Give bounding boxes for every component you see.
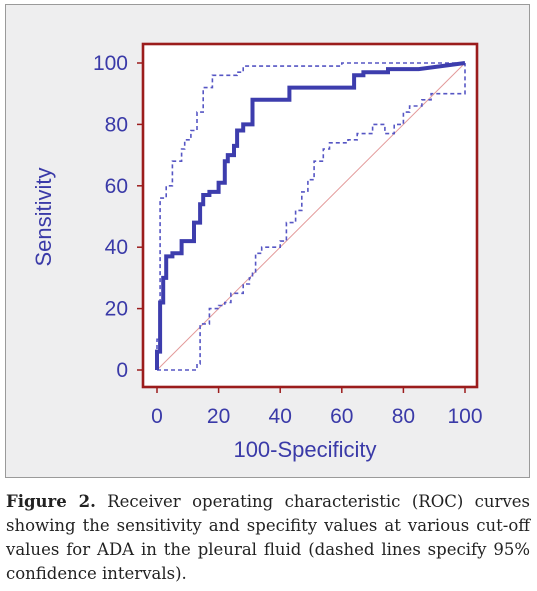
y-tick-label: 100 [93, 52, 128, 75]
roc-figure-panel: 0 20 40 60 80 100 0 20 40 60 80 100 100-Specificity… [5, 4, 530, 478]
x-tick-label: 20 [207, 405, 230, 428]
x-tick-label: 80 [392, 405, 415, 428]
ci-upper-line [156, 62, 465, 370]
caption-label: Figure 2. [6, 492, 96, 511]
caption-text: Receiver operating characteristic (ROC) … [6, 492, 530, 583]
y-axis-title: Sensitivity [31, 167, 56, 266]
reference-diagonal-line [156, 62, 466, 371]
y-tick-label: 60 [105, 175, 128, 198]
ci-lower-line [157, 63, 466, 371]
roc-curve-line [155, 61, 466, 370]
x-tick-label: 0 [151, 405, 163, 428]
y-tick-label: 80 [105, 113, 128, 136]
y-tick-label: 20 [105, 298, 128, 321]
plot-area [143, 44, 477, 387]
roc-chart: 0 20 40 60 80 100 0 20 40 60 80 100 100-Specificity… [31, 42, 483, 462]
series-layer [155, 61, 466, 371]
y-tick-label: 0 [116, 359, 128, 382]
y-tick-label: 40 [105, 236, 128, 259]
x-tick-label: 100 [447, 405, 482, 428]
plot-frame [141, 42, 479, 389]
x-tick-label: 60 [330, 405, 353, 428]
x-axis-title: 100-Specificity [233, 437, 376, 462]
tick-layer: 0 20 40 60 80 100 0 20 40 60 80 100 [93, 52, 483, 428]
x-tick-label: 40 [269, 405, 292, 428]
figure-caption: Figure 2. Receiver operating characteris… [6, 490, 530, 586]
